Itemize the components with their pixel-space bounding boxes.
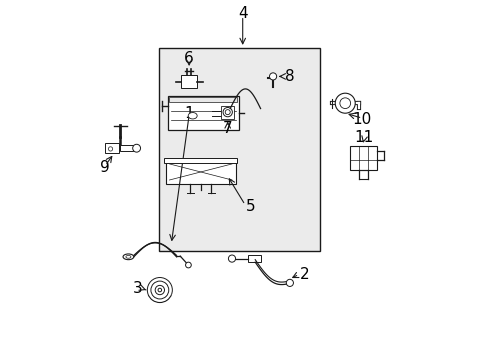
Bar: [165, 160, 235, 184]
Bar: [164, 158, 237, 163]
Text: 3: 3: [133, 282, 142, 296]
Text: 4: 4: [238, 6, 247, 21]
Text: 7: 7: [223, 121, 232, 136]
Circle shape: [228, 255, 235, 262]
Bar: [120, 145, 132, 152]
Circle shape: [225, 110, 230, 114]
Bar: [105, 143, 119, 153]
Text: 9: 9: [100, 160, 110, 175]
Circle shape: [185, 262, 191, 268]
Circle shape: [223, 108, 232, 117]
Text: 10: 10: [352, 112, 371, 127]
Text: 2: 2: [299, 267, 309, 282]
Circle shape: [285, 279, 293, 287]
Circle shape: [339, 98, 350, 109]
Bar: [349, 146, 376, 170]
Bar: [167, 96, 239, 130]
Ellipse shape: [188, 113, 197, 119]
Circle shape: [269, 73, 276, 80]
Circle shape: [335, 93, 354, 113]
Text: 1: 1: [184, 107, 194, 121]
Ellipse shape: [123, 254, 134, 260]
Ellipse shape: [125, 255, 131, 258]
Text: 11: 11: [354, 130, 373, 145]
Circle shape: [132, 144, 140, 152]
Bar: [181, 75, 197, 88]
Text: 6: 6: [184, 51, 194, 66]
Bar: [221, 106, 234, 118]
Bar: [247, 255, 260, 262]
Circle shape: [108, 147, 112, 151]
Bar: [169, 98, 237, 103]
Text: 5: 5: [246, 199, 255, 213]
Text: 8: 8: [284, 69, 294, 84]
Bar: [159, 48, 319, 251]
